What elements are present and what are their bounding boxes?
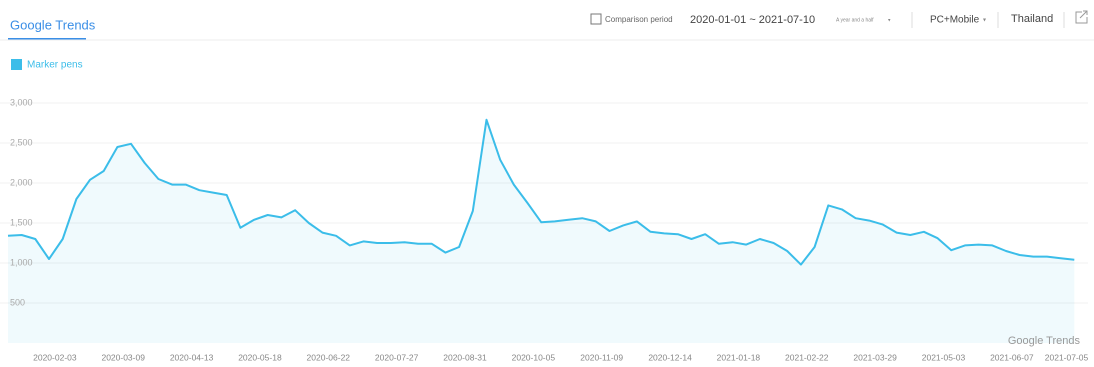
y-tick-label: 1,000 [10, 257, 33, 267]
y-tick-label: 2,500 [10, 137, 33, 147]
y-tick-label: 3,000 [10, 97, 33, 107]
x-tick-label: 2020-04-13 [170, 352, 214, 362]
x-tick-label: 2020-05-18 [238, 352, 282, 362]
device[interactable]: PC+Mobile [930, 15, 980, 26]
brand-underline [8, 38, 86, 40]
device-arrow: ▾ [983, 18, 986, 24]
date-range[interactable]: 2020-01-01 ~ 2021-07-10 [690, 14, 815, 26]
legend-swatch [11, 59, 22, 70]
area [8, 119, 1075, 343]
x-tick-label: 2020-12-14 [648, 352, 692, 362]
y-tick-label: 2,000 [10, 177, 33, 187]
line [7, 118, 1075, 266]
x-tick-label: 2020-06-22 [307, 352, 351, 362]
x-tick-label: 2021-06-07 [990, 352, 1034, 362]
y-tick-label: 1,500 [10, 217, 33, 227]
x-tick-label: 2020-03-09 [101, 352, 145, 362]
x-tick-label: 2021-07-05 [1045, 352, 1089, 362]
x-tick-label: 2020-07-27 [375, 352, 419, 362]
brand[interactable]: Google Trends [10, 17, 96, 32]
watermark: Google Trends [1008, 335, 1081, 347]
legend-label: Marker pens [27, 60, 83, 71]
x-tick-label: 2020-10-05 [512, 352, 556, 362]
period[interactable]: A year and a half [836, 17, 874, 23]
share-icon[interactable] [1075, 10, 1088, 24]
period-arrow: ▾ [888, 17, 891, 23]
region[interactable]: Thailand [1011, 13, 1053, 25]
x-tick-label: 2021-01-18 [717, 352, 761, 362]
x-tick-label: 2021-05-03 [922, 352, 966, 362]
x-tick-label: 2020-08-31 [443, 352, 487, 362]
x-tick-label: 2021-02-22 [785, 352, 829, 362]
comparison-label[interactable]: Comparison period [605, 15, 673, 24]
comparison-checkbox[interactable] [590, 13, 602, 25]
y-tick-label: 500 [10, 297, 25, 307]
x-tick-label: 2020-02-03 [33, 352, 77, 362]
x-tick-label: 2021-03-29 [853, 352, 897, 362]
x-tick-label: 2020-11-09 [580, 352, 623, 362]
